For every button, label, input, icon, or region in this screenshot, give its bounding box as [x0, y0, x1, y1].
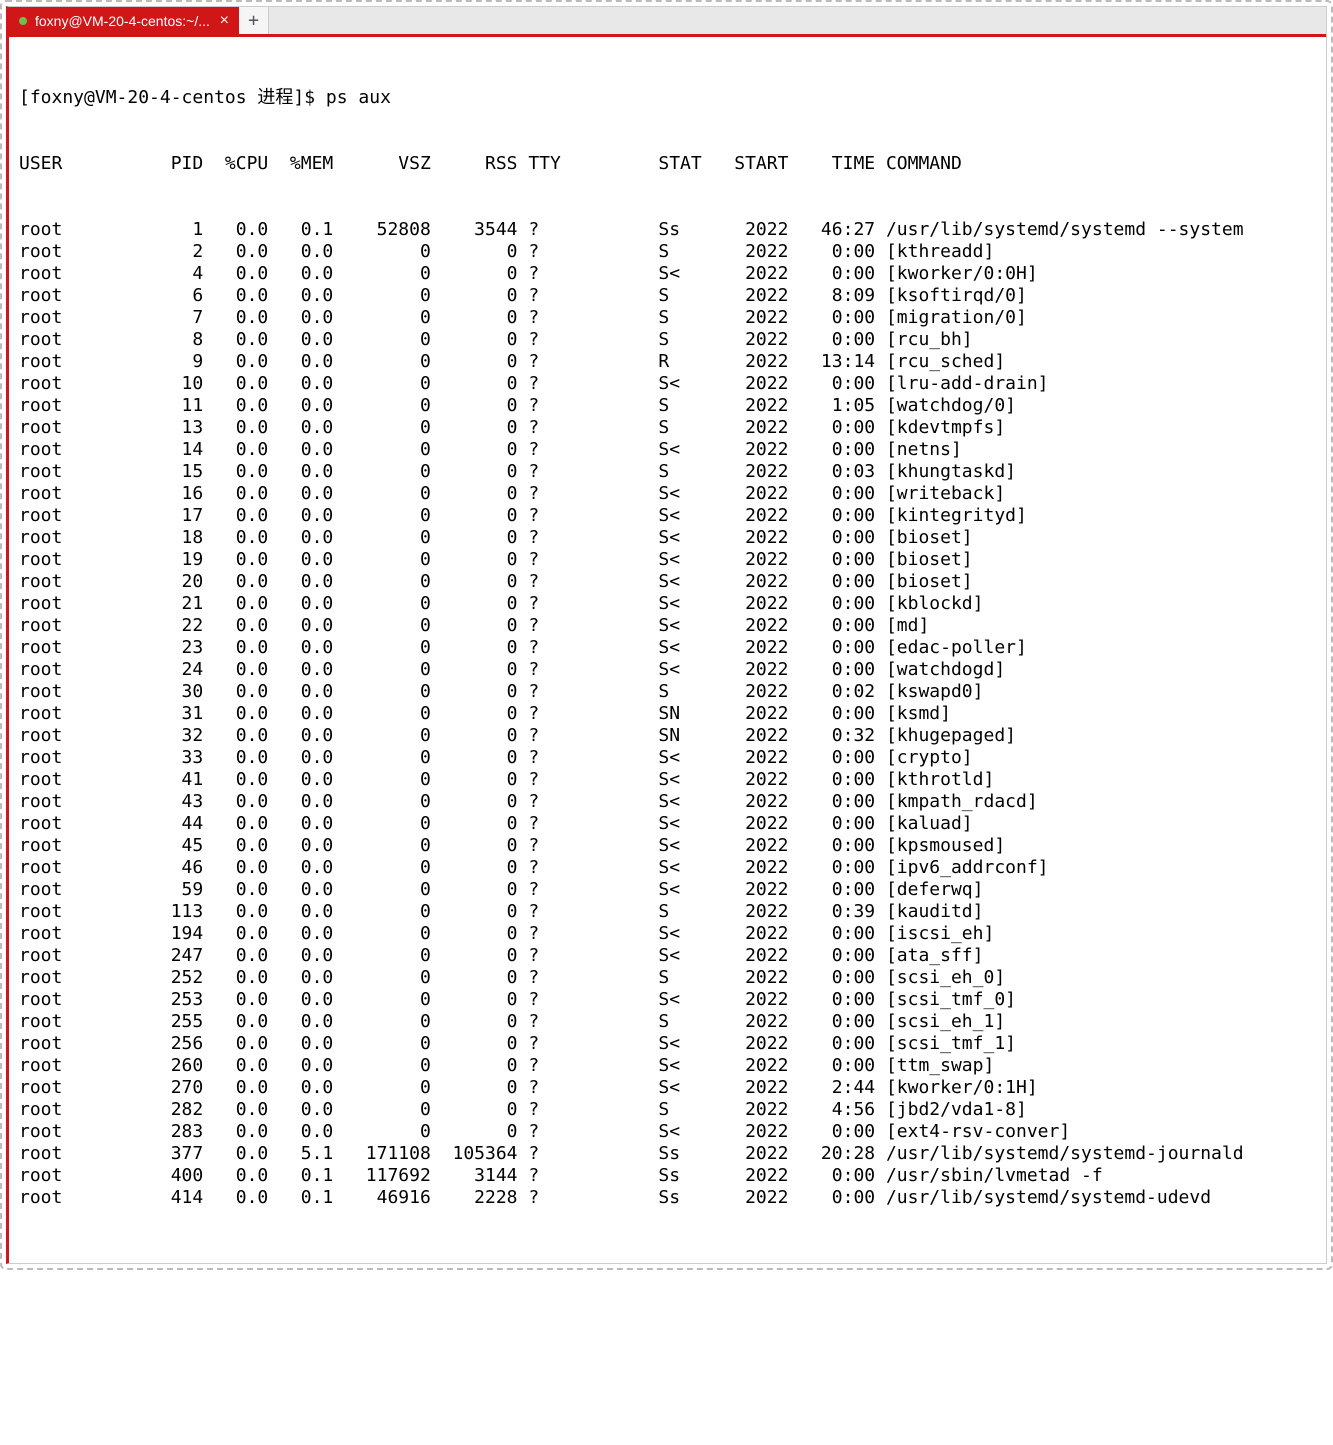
- active-tab[interactable]: foxny@VM-20-4-centos:~/... ×: [9, 7, 239, 34]
- ps-row: root 59 0.0 0.0 0 0 ? S< 2022 0:00 [defe…: [19, 879, 1316, 901]
- new-tab-button[interactable]: +: [239, 7, 269, 34]
- ps-row: root 4 0.0 0.0 0 0 ? S< 2022 0:00 [kwork…: [19, 263, 1316, 285]
- ps-row: root 21 0.0 0.0 0 0 ? S< 2022 0:00 [kblo…: [19, 593, 1316, 615]
- ps-row: root 46 0.0 0.0 0 0 ? S< 2022 0:00 [ipv6…: [19, 857, 1316, 879]
- ps-row: root 41 0.0 0.0 0 0 ? S< 2022 0:00 [kthr…: [19, 769, 1316, 791]
- terminal-output[interactable]: [foxny@VM-20-4-centos 进程]$ ps aux USER P…: [9, 37, 1326, 1263]
- ps-row: root 7 0.0 0.0 0 0 ? S 2022 0:00 [migrat…: [19, 307, 1316, 329]
- status-dot-icon: [19, 17, 27, 25]
- ps-row: root 33 0.0 0.0 0 0 ? S< 2022 0:00 [cryp…: [19, 747, 1316, 769]
- ps-row: root 256 0.0 0.0 0 0 ? S< 2022 0:00 [scs…: [19, 1033, 1316, 1055]
- ps-row: root 113 0.0 0.0 0 0 ? S 2022 0:39 [kaud…: [19, 901, 1316, 923]
- ps-row: root 17 0.0 0.0 0 0 ? S< 2022 0:00 [kint…: [19, 505, 1316, 527]
- ps-row: root 377 0.0 5.1 171108 105364 ? Ss 2022…: [19, 1143, 1316, 1165]
- ps-row: root 15 0.0 0.0 0 0 ? S 2022 0:03 [khung…: [19, 461, 1316, 483]
- ps-row: root 24 0.0 0.0 0 0 ? S< 2022 0:00 [watc…: [19, 659, 1316, 681]
- ps-row: root 43 0.0 0.0 0 0 ? S< 2022 0:00 [kmpa…: [19, 791, 1316, 813]
- ps-row: root 400 0.0 0.1 117692 3144 ? Ss 2022 0…: [19, 1165, 1316, 1187]
- ps-row: root 18 0.0 0.0 0 0 ? S< 2022 0:00 [bios…: [19, 527, 1316, 549]
- ps-row: root 19 0.0 0.0 0 0 ? S< 2022 0:00 [bios…: [19, 549, 1316, 571]
- plus-icon: +: [248, 10, 259, 31]
- ps-row: root 247 0.0 0.0 0 0 ? S< 2022 0:00 [ata…: [19, 945, 1316, 967]
- ps-row: root 13 0.0 0.0 0 0 ? S 2022 0:00 [kdevt…: [19, 417, 1316, 439]
- ps-row: root 23 0.0 0.0 0 0 ? S< 2022 0:00 [edac…: [19, 637, 1316, 659]
- ps-row: root 14 0.0 0.0 0 0 ? S< 2022 0:00 [netn…: [19, 439, 1316, 461]
- tab-bar: foxny@VM-20-4-centos:~/... × +: [9, 7, 1326, 37]
- ps-row: root 30 0.0 0.0 0 0 ? S 2022 0:02 [kswap…: [19, 681, 1316, 703]
- ps-row: root 9 0.0 0.0 0 0 ? R 2022 13:14 [rcu_s…: [19, 351, 1316, 373]
- ps-body: root 1 0.0 0.1 52808 3544 ? Ss 2022 46:2…: [19, 219, 1316, 1209]
- ps-header-row: USER PID %CPU %MEM VSZ RSS TTY STAT STAR…: [19, 153, 1316, 175]
- ps-row: root 282 0.0 0.0 0 0 ? S 2022 4:56 [jbd2…: [19, 1099, 1316, 1121]
- ps-row: root 255 0.0 0.0 0 0 ? S 2022 0:00 [scsi…: [19, 1011, 1316, 1033]
- ps-row: root 1 0.0 0.1 52808 3544 ? Ss 2022 46:2…: [19, 219, 1316, 241]
- ps-row: root 283 0.0 0.0 0 0 ? S< 2022 0:00 [ext…: [19, 1121, 1316, 1143]
- tab-title: foxny@VM-20-4-centos:~/...: [35, 13, 212, 29]
- ps-row: root 11 0.0 0.0 0 0 ? S 2022 1:05 [watch…: [19, 395, 1316, 417]
- ps-row: root 8 0.0 0.0 0 0 ? S 2022 0:00 [rcu_bh…: [19, 329, 1316, 351]
- ps-row: root 20 0.0 0.0 0 0 ? S< 2022 0:00 [bios…: [19, 571, 1316, 593]
- ps-row: root 6 0.0 0.0 0 0 ? S 2022 8:09 [ksofti…: [19, 285, 1316, 307]
- ps-row: root 16 0.0 0.0 0 0 ? S< 2022 0:00 [writ…: [19, 483, 1316, 505]
- ps-row: root 253 0.0 0.0 0 0 ? S< 2022 0:00 [scs…: [19, 989, 1316, 1011]
- ps-row: root 260 0.0 0.0 0 0 ? S< 2022 0:00 [ttm…: [19, 1055, 1316, 1077]
- ps-row: root 31 0.0 0.0 0 0 ? SN 2022 0:00 [ksmd…: [19, 703, 1316, 725]
- ps-row: root 32 0.0 0.0 0 0 ? SN 2022 0:32 [khug…: [19, 725, 1316, 747]
- ps-row: root 252 0.0 0.0 0 0 ? S 2022 0:00 [scsi…: [19, 967, 1316, 989]
- ps-row: root 45 0.0 0.0 0 0 ? S< 2022 0:00 [kpsm…: [19, 835, 1316, 857]
- terminal-window: foxny@VM-20-4-centos:~/... × + [foxny@VM…: [6, 6, 1327, 1264]
- ps-row: root 2 0.0 0.0 0 0 ? S 2022 0:00 [kthrea…: [19, 241, 1316, 263]
- ps-row: root 44 0.0 0.0 0 0 ? S< 2022 0:00 [kalu…: [19, 813, 1316, 835]
- ps-row: root 270 0.0 0.0 0 0 ? S< 2022 2:44 [kwo…: [19, 1077, 1316, 1099]
- ps-row: root 194 0.0 0.0 0 0 ? S< 2022 0:00 [isc…: [19, 923, 1316, 945]
- ps-row: root 10 0.0 0.0 0 0 ? S< 2022 0:00 [lru-…: [19, 373, 1316, 395]
- ps-row: root 22 0.0 0.0 0 0 ? S< 2022 0:00 [md]: [19, 615, 1316, 637]
- prompt-line: [foxny@VM-20-4-centos 进程]$ ps aux: [19, 87, 1316, 109]
- ps-row: root 414 0.0 0.1 46916 2228 ? Ss 2022 0:…: [19, 1187, 1316, 1209]
- close-icon[interactable]: ×: [220, 13, 229, 29]
